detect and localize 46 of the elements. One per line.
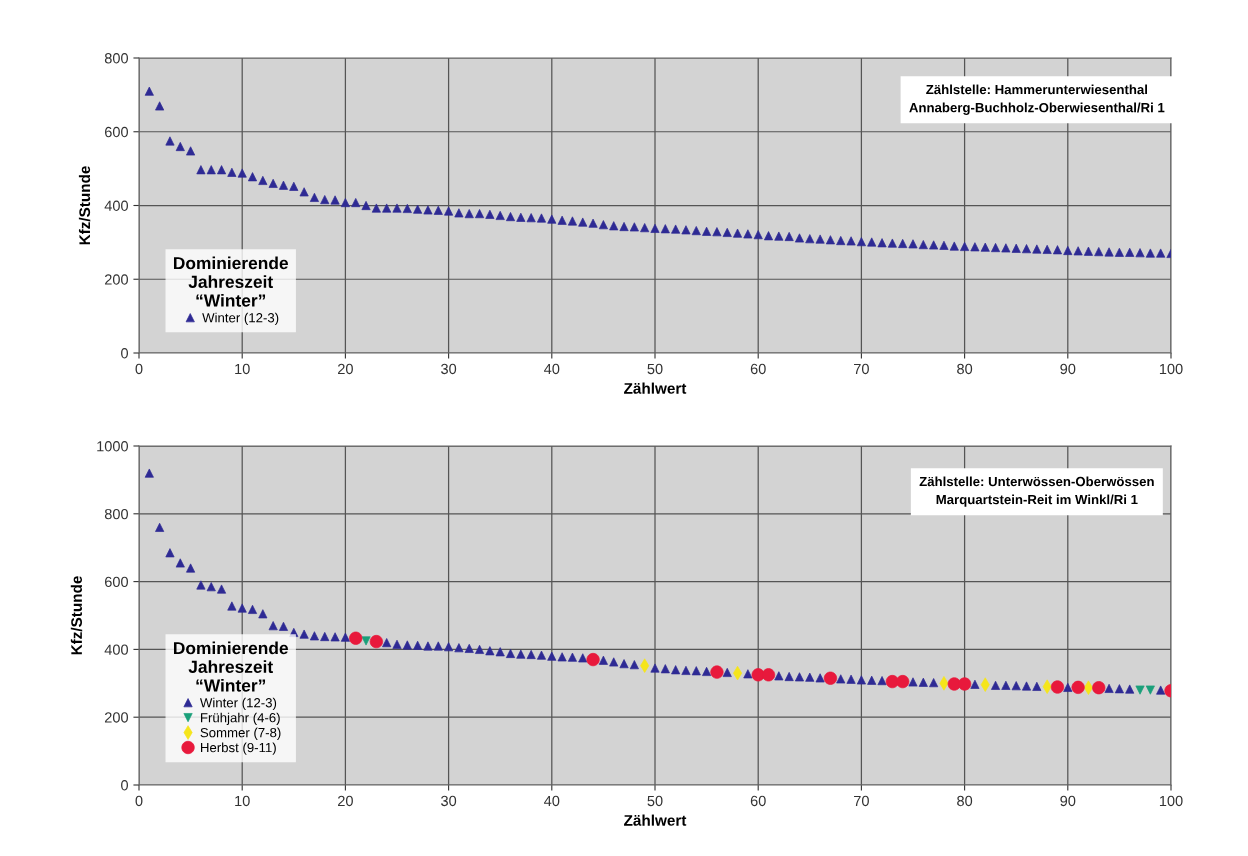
legend-label: Winter (12-3) xyxy=(199,697,277,711)
x-tick-label: 50 xyxy=(647,363,663,375)
x-tick-label: 10 xyxy=(235,795,250,807)
x-tick-label: 90 xyxy=(1060,363,1076,375)
y-tick-label: 200 xyxy=(104,274,129,285)
x-tick-label: 60 xyxy=(750,363,766,375)
y-tick-label: 1000 xyxy=(97,441,129,452)
x-tick-label: 60 xyxy=(750,795,766,807)
x-tick-label: 30 xyxy=(441,363,457,375)
x-tick-label: 30 xyxy=(441,795,457,807)
y-tick-label: 800 xyxy=(104,53,129,64)
y-tick-label: 0 xyxy=(121,780,129,791)
x-tick-label: 70 xyxy=(854,363,869,375)
x-tick-label: 70 xyxy=(854,795,869,807)
x-tick-label: 40 xyxy=(544,363,560,375)
y-tick-label: 600 xyxy=(104,576,129,588)
x-tick-label: 10 xyxy=(235,363,250,375)
x-tick-label: 20 xyxy=(338,363,353,375)
x-tick-label: 50 xyxy=(647,795,663,807)
y-axis-title: Kfz/Stunde xyxy=(70,576,83,655)
annotation: Zählstelle: Hammerunterwiesenthal Annaberg-Buchholz-Oberwiesenthal/Ri 1 xyxy=(909,84,1165,115)
annotation: Zählstelle: Unterwössen-Oberwössen Marquartstein-Reit im Winkl/Ri 1 xyxy=(919,476,1154,507)
x-axis-title: Zählwert xyxy=(624,814,687,826)
y-tick-label: 600 xyxy=(104,126,129,138)
legend-title: Dominierende Jahreszeit “Winter” xyxy=(174,256,289,307)
y-tick-label: 400 xyxy=(104,200,129,211)
legend-label: Herbst (9-11) xyxy=(201,742,276,755)
x-tick-label: 80 xyxy=(957,795,973,807)
legend-label: Winter (12-3) xyxy=(202,312,279,326)
x-tick-label: 20 xyxy=(338,795,353,807)
x-tick-label: 100 xyxy=(1159,363,1183,375)
x-axis-title: Zählwert xyxy=(624,382,687,394)
y-tick-label: 800 xyxy=(104,508,129,520)
x-tick-label: 40 xyxy=(544,795,560,807)
x-tick-label: 0 xyxy=(135,363,143,375)
x-tick-label: 0 xyxy=(135,795,143,807)
legend-label: Frühjahr (4-6) xyxy=(201,712,280,725)
legend-label: Sommer (7-8) xyxy=(200,727,281,740)
x-tick-label: 100 xyxy=(1159,795,1183,807)
legend-title: Dominierende Jahreszeit “Winter” xyxy=(174,641,289,692)
y-axis-title: Kfz/Stunde xyxy=(78,166,91,245)
x-tick-label: 80 xyxy=(957,363,973,375)
y-tick-label: 400 xyxy=(104,644,129,655)
y-tick-label: 0 xyxy=(121,348,129,359)
y-tick-label: 200 xyxy=(104,712,129,723)
x-tick-label: 90 xyxy=(1060,795,1076,807)
